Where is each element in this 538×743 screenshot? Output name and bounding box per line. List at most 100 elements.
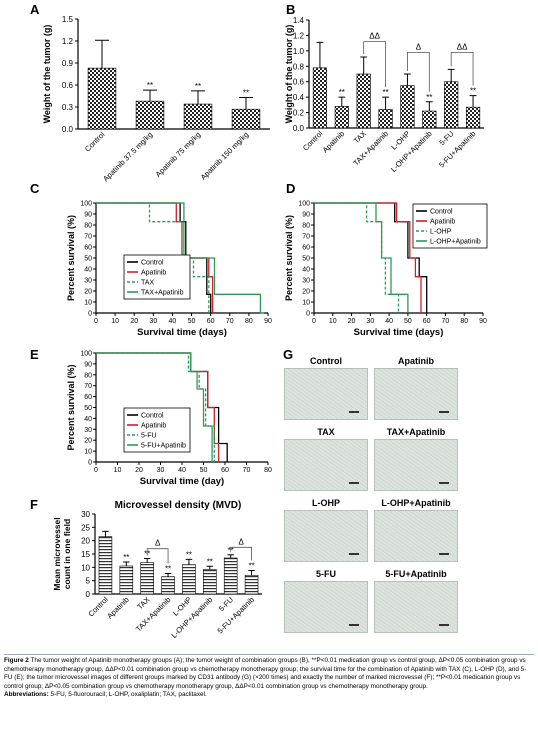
- micrograph-title: TAX+Apatinib: [386, 427, 446, 437]
- y-tick-label: 10: [84, 300, 92, 307]
- x-tick-label: 60: [207, 318, 215, 325]
- x-tick-label: 10: [114, 467, 122, 474]
- y-tick-label: 30: [84, 427, 92, 434]
- significance-mark: **: [243, 88, 249, 97]
- x-tick-label: 40: [385, 318, 393, 325]
- bar: [223, 557, 238, 595]
- survival-curve: [96, 202, 265, 314]
- x-axis-label: Survival time (days): [354, 327, 444, 338]
- significance-mark: **: [339, 88, 345, 97]
- significance-mark: **: [165, 564, 171, 573]
- significance-mark: **: [123, 553, 129, 562]
- scale-bar: [349, 482, 359, 484]
- y-tick-label: 100: [80, 351, 92, 358]
- category-label: Apatinib 37.5 mg/kg: [101, 130, 154, 183]
- scale-bar: [439, 624, 449, 626]
- y-tick-label: 30: [302, 278, 310, 285]
- y-axis-label: Percent survival (%): [66, 215, 76, 301]
- caption-divider: [4, 654, 534, 655]
- bar: [87, 67, 117, 130]
- y-tick-label: 0.3: [62, 103, 74, 112]
- micrograph-image: [284, 368, 368, 420]
- micrograph-image: [284, 439, 368, 491]
- x-tick-label: 80: [460, 318, 468, 325]
- x-tick-label: 40: [169, 318, 177, 325]
- x-tick-label: 50: [188, 318, 196, 325]
- bar: [183, 103, 213, 130]
- survival-curve: [314, 202, 428, 313]
- y-tick-label: 1.0: [293, 47, 305, 56]
- panel-label-b: B: [286, 2, 296, 17]
- x-tick-label: 40: [178, 467, 186, 474]
- micrograph-title: TAX: [317, 427, 335, 437]
- x-tick-label: 80: [245, 318, 253, 325]
- comparison-bracket: [146, 548, 169, 564]
- bracket-label: Δ: [416, 42, 422, 51]
- panel-label-e: E: [30, 347, 39, 362]
- x-tick-label: 60: [221, 467, 229, 474]
- bar: [119, 565, 134, 595]
- micrograph-image: [284, 510, 368, 562]
- bar: [182, 564, 196, 595]
- x-tick-label: 20: [348, 318, 356, 325]
- y-tick-label: 60: [302, 245, 310, 252]
- x-tick-label: 50: [404, 318, 412, 325]
- survival-curve: [96, 352, 213, 462]
- y-tick-label: 10: [302, 300, 310, 307]
- figure-canvas: 0.0 0.3 0.6 0.9 1.2 1.5 Weight of the tumor (g…: [42, 15, 488, 640]
- chart-title: Microvessel density (MVD): [115, 500, 242, 511]
- y-tick-label: 70: [84, 383, 92, 390]
- significance-mark: **: [186, 550, 192, 559]
- category-label: Apatinib 75 mg/kg: [154, 130, 203, 179]
- micrograph-title: Control: [310, 356, 342, 366]
- x-tick-label: 70: [243, 467, 251, 474]
- significance-mark: **: [382, 88, 388, 97]
- legend-label: Apatinib: [141, 423, 166, 430]
- bar: [444, 81, 459, 129]
- bar: [140, 562, 154, 595]
- bar: [312, 67, 328, 129]
- bar: [98, 536, 113, 595]
- x-tick-label: 0: [312, 318, 316, 325]
- y-tick-label: 0: [88, 460, 92, 467]
- caption-text: The tumor weight of Apatinib monotherapy…: [4, 657, 527, 690]
- y-tick-label: 20: [81, 537, 90, 546]
- bar: [400, 85, 415, 129]
- y-tick-label: 50: [302, 256, 310, 263]
- legend-label: L-OHP: [430, 229, 452, 236]
- x-tick-label: 90: [479, 318, 487, 325]
- significance-mark: **: [207, 557, 213, 566]
- x-axis-label: Survival time (day): [140, 476, 224, 487]
- x-tick-label: 60: [423, 318, 431, 325]
- y-tick-label: 70: [84, 234, 92, 241]
- scale-bar: [439, 411, 449, 413]
- chart-a: 0.0 0.3 0.6 0.9 1.2 1.5 Weight of the tumor (g…: [42, 15, 270, 183]
- legend-label: Apatinib: [141, 270, 166, 277]
- x-tick-label: 30: [157, 467, 165, 474]
- y-tick-label: 40: [84, 267, 92, 274]
- y-tick-label: 80: [84, 372, 92, 379]
- category-label: 5-FU: [437, 129, 455, 147]
- y-tick-label: 50: [84, 405, 92, 412]
- x-tick-label: 70: [442, 318, 450, 325]
- y-tick-label: 100: [298, 201, 310, 208]
- legend-label: Control: [141, 260, 164, 267]
- bar: [231, 108, 261, 130]
- panel-label-d: D: [286, 181, 296, 196]
- micrograph-image: [284, 581, 368, 633]
- significance-mark: **: [470, 87, 476, 96]
- y-tick-label: 0: [88, 311, 92, 318]
- significance-mark: **: [248, 562, 254, 571]
- panel-label-f: F: [30, 497, 38, 512]
- y-tick-label: 0: [86, 590, 91, 599]
- y-tick-label: 20: [302, 289, 310, 296]
- y-tick-label: 60: [84, 245, 92, 252]
- panel-label-g: G: [283, 347, 294, 362]
- scale-bar: [349, 411, 359, 413]
- y-tick-label: 70: [302, 234, 310, 241]
- y-axis-label: Weight of the tumor (g): [284, 25, 294, 124]
- legend-label: Apatinib: [430, 219, 455, 226]
- y-tick-label: 30: [84, 278, 92, 285]
- micrograph-title: L-OHP: [312, 498, 340, 508]
- y-tick-label: 100: [80, 201, 92, 208]
